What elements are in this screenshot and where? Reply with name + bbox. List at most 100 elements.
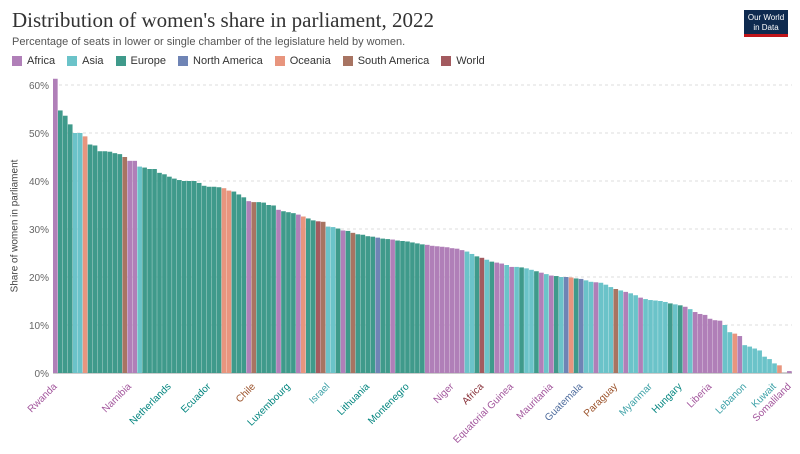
bar[interactable] <box>429 245 435 373</box>
bar[interactable] <box>459 250 465 373</box>
bar[interactable] <box>772 363 777 373</box>
bar[interactable] <box>712 320 718 373</box>
bar[interactable] <box>122 157 128 373</box>
bar[interactable] <box>102 151 108 373</box>
bar[interactable] <box>499 263 505 373</box>
bar[interactable] <box>365 236 371 373</box>
bar[interactable] <box>330 227 336 373</box>
bar[interactable] <box>449 248 455 373</box>
bar[interactable] <box>231 191 237 373</box>
bar[interactable] <box>261 202 266 373</box>
bar[interactable] <box>167 176 172 373</box>
bar[interactable] <box>757 350 762 373</box>
bar[interactable] <box>142 167 147 373</box>
bar[interactable] <box>117 154 123 373</box>
bar[interactable] <box>132 160 138 373</box>
bar[interactable] <box>196 182 202 373</box>
bar[interactable] <box>62 115 68 373</box>
bar[interactable] <box>390 239 395 373</box>
bar[interactable] <box>266 205 271 373</box>
bar[interactable] <box>410 242 415 373</box>
legend-item-europe[interactable]: Europe <box>115 55 166 67</box>
bar[interactable] <box>420 244 425 373</box>
bar[interactable] <box>236 194 242 373</box>
bar[interactable] <box>553 276 559 373</box>
bar[interactable] <box>201 185 207 373</box>
bar[interactable] <box>310 220 316 373</box>
bar[interactable] <box>424 244 430 373</box>
bar[interactable] <box>127 160 133 373</box>
bar[interactable] <box>296 214 301 373</box>
bar[interactable] <box>653 300 658 373</box>
bar[interactable] <box>747 346 753 373</box>
bar[interactable] <box>350 232 356 373</box>
bar[interactable] <box>271 205 276 373</box>
bar[interactable] <box>385 239 390 373</box>
bar[interactable] <box>375 237 381 373</box>
bar[interactable] <box>439 246 445 373</box>
bar[interactable] <box>767 359 772 373</box>
bar[interactable] <box>53 78 58 373</box>
owid-logo[interactable]: Our World in Data <box>744 10 788 37</box>
bar[interactable] <box>92 145 98 373</box>
bar[interactable] <box>489 261 495 373</box>
bar[interactable] <box>623 291 629 373</box>
bar[interactable] <box>583 280 589 373</box>
bar[interactable] <box>469 253 475 373</box>
bar[interactable] <box>494 262 500 373</box>
bar[interactable] <box>147 169 152 373</box>
bar[interactable] <box>216 187 222 373</box>
bar[interactable] <box>722 325 728 373</box>
bar[interactable] <box>677 305 683 373</box>
bar[interactable] <box>276 209 281 373</box>
bar[interactable] <box>335 228 341 373</box>
bar[interactable] <box>157 172 162 373</box>
bar[interactable] <box>345 230 351 373</box>
bar[interactable] <box>648 300 653 373</box>
bar[interactable] <box>593 282 599 373</box>
bar[interactable] <box>72 133 78 373</box>
bar[interactable] <box>529 269 534 373</box>
bar[interactable] <box>548 275 554 373</box>
bar[interactable] <box>176 180 182 373</box>
bar[interactable] <box>107 151 113 373</box>
bar[interactable] <box>300 216 306 373</box>
legend-item-africa[interactable]: Africa <box>12 55 55 67</box>
bar[interactable] <box>598 282 604 373</box>
bar[interactable] <box>707 318 713 373</box>
bar[interactable] <box>340 230 346 373</box>
bar[interactable] <box>524 268 529 373</box>
bar[interactable] <box>380 238 386 373</box>
bar[interactable] <box>777 365 782 373</box>
bar[interactable] <box>246 201 252 373</box>
bar[interactable] <box>82 136 88 373</box>
bar[interactable] <box>504 265 509 373</box>
bar[interactable] <box>191 181 197 373</box>
bar[interactable] <box>434 246 440 373</box>
legend-item-asia[interactable]: Asia <box>67 55 104 67</box>
bar[interactable] <box>672 304 678 373</box>
bar[interactable] <box>519 267 524 373</box>
bar[interactable] <box>454 248 460 373</box>
bar[interactable] <box>509 266 514 373</box>
bar[interactable] <box>172 178 177 373</box>
legend-item-oceania[interactable]: Oceania <box>274 55 331 67</box>
bar[interactable] <box>97 151 103 373</box>
bar[interactable] <box>682 306 688 373</box>
bar[interactable] <box>697 313 703 373</box>
bar[interactable] <box>613 289 619 373</box>
bar[interactable] <box>251 202 257 373</box>
bar[interactable] <box>628 293 633 373</box>
bar[interactable] <box>395 240 400 373</box>
bar[interactable] <box>77 133 83 373</box>
bar[interactable] <box>360 234 366 373</box>
bar[interactable] <box>702 314 708 373</box>
bar[interactable] <box>226 190 232 373</box>
bar[interactable] <box>578 278 584 373</box>
bar[interactable] <box>286 212 291 373</box>
legend-item-world[interactable]: World <box>441 55 485 67</box>
bar[interactable] <box>727 332 733 373</box>
bar[interactable] <box>152 169 157 373</box>
bar[interactable] <box>633 295 638 373</box>
bar[interactable] <box>281 211 286 373</box>
